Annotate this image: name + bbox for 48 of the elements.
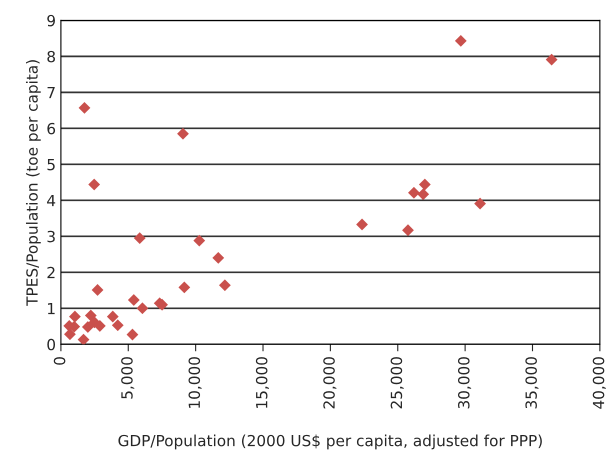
point xyxy=(218,279,231,292)
x-tick-label: 40,000 xyxy=(592,357,606,409)
point xyxy=(126,328,138,340)
point xyxy=(136,302,148,314)
x-tick-label: 25,000 xyxy=(390,357,404,408)
point xyxy=(454,35,467,47)
point xyxy=(212,252,224,264)
y-tick-label: 8 xyxy=(47,50,55,62)
point xyxy=(474,198,486,210)
x-tick-label: 30,000 xyxy=(458,357,472,408)
point xyxy=(112,319,124,332)
point xyxy=(546,54,558,66)
x-tick-label: 5,000 xyxy=(121,357,134,399)
point xyxy=(64,328,76,340)
point xyxy=(134,232,146,244)
x-tick-label: 15,000 xyxy=(256,357,270,408)
point xyxy=(402,224,414,236)
point xyxy=(418,178,431,190)
point xyxy=(78,334,90,344)
x-tick-label: 35,000 xyxy=(525,357,538,408)
y-tick-label: 5 xyxy=(48,159,55,170)
y-tick-label: 1 xyxy=(48,302,55,314)
point xyxy=(88,178,100,190)
point xyxy=(356,218,368,230)
point xyxy=(128,294,140,306)
x-axis-title: GDP/Population (2000 US$ per capita, adjusted for PPP) xyxy=(118,434,542,450)
y-tick-label: 4 xyxy=(47,194,56,206)
x-tick-label: 20,000 xyxy=(323,357,336,408)
y-tick-label: 9 xyxy=(47,14,55,26)
point xyxy=(69,310,81,322)
point xyxy=(408,186,420,199)
point xyxy=(94,320,106,332)
y-tick-label: 7 xyxy=(48,87,55,98)
x-tick-label: 0 xyxy=(54,357,66,365)
y-tick-label: 6 xyxy=(47,122,56,134)
point xyxy=(177,128,189,140)
point xyxy=(106,310,119,322)
y-axis-title: TPES/Population (toe per capita) xyxy=(26,60,41,306)
point xyxy=(178,282,190,294)
y-tick-label: 2 xyxy=(47,266,55,278)
y-tick-label: 3 xyxy=(47,230,55,242)
x-tick-label: 10,000 xyxy=(188,357,202,408)
point xyxy=(417,188,430,200)
point xyxy=(193,234,206,247)
point xyxy=(92,284,104,296)
y-tick-label: 0 xyxy=(47,338,56,350)
point xyxy=(82,321,94,333)
point xyxy=(78,102,90,114)
